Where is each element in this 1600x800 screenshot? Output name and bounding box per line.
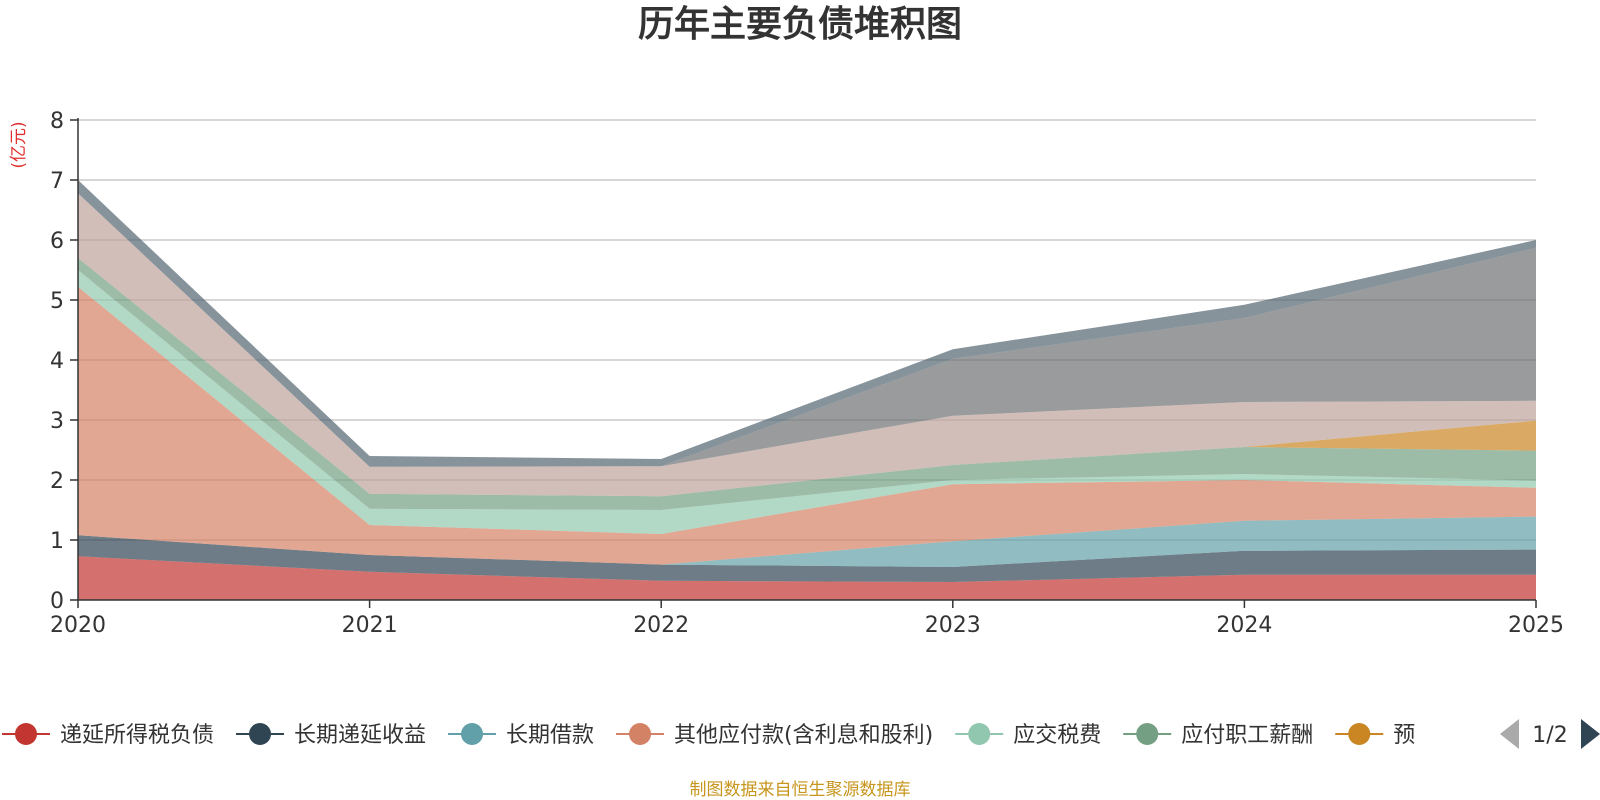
legend-item[interactable]: 应交税费 <box>955 723 1101 748</box>
y-tick-label: 3 <box>50 409 64 434</box>
x-tick-label: 2022 <box>633 613 689 638</box>
legend-label: 应交税费 <box>1013 723 1101 748</box>
x-tick-label: 2024 <box>1216 613 1272 638</box>
legend-page-indicator: 1/2 <box>1532 723 1567 748</box>
legend-next-page-icon[interactable] <box>1581 719 1600 749</box>
legend-items: 递延所得税负债 长期递延收益 长期借款 其他应付款(含利息和股利) 应交税费 应付职工薪酬… <box>2 723 1415 748</box>
legend-marker-dot <box>15 723 37 745</box>
legend-marker-dot <box>629 723 652 745</box>
legend-item[interactable]: 长期借款 <box>448 723 594 748</box>
y-tick-label: 6 <box>50 229 64 254</box>
legend-marker-dot <box>1348 723 1371 745</box>
legend-label: 长期借款 <box>506 723 594 748</box>
legend-pager: 1/2 <box>1500 719 1600 749</box>
series-area-3 <box>78 286 1536 565</box>
legend-item[interactable]: 应付职工薪酬 <box>1123 723 1313 748</box>
legend-label: 递延所得税负债 <box>60 723 214 748</box>
legend: 递延所得税负债 长期递延收益 长期借款 其他应付款(含利息和股利) 应交税费 应付职工薪酬… <box>2 723 1415 748</box>
legend-marker-dot <box>461 723 484 745</box>
legend-item[interactable]: 长期递延收益 <box>236 723 426 748</box>
x-tick-label: 2020 <box>50 613 106 638</box>
series-area-9 <box>78 180 1536 467</box>
y-tick-label: 0 <box>50 589 64 614</box>
x-tick-label: 2025 <box>1508 613 1564 638</box>
x-tick-label: 2021 <box>342 613 398 638</box>
series-area-8 <box>78 193 1536 467</box>
chart-title: 历年主要负债堆积图 <box>638 4 962 45</box>
y-tick-label: 1 <box>50 529 64 554</box>
legend-marker-dot <box>249 723 272 745</box>
series-area-7 <box>78 193 1536 497</box>
legend-item[interactable]: 预 <box>1335 723 1415 748</box>
legend-marker-dot <box>1136 723 1159 745</box>
series-areas <box>78 180 1536 600</box>
y-axis-unit-label: (亿元) <box>9 121 29 168</box>
series-area-0 <box>78 556 1536 600</box>
legend-item[interactable]: 其他应付款(含利息和股利) <box>616 723 933 748</box>
legend-label: 预 <box>1393 723 1415 748</box>
legend-label: 应付职工薪酬 <box>1181 723 1313 748</box>
series-area-1 <box>78 535 1536 582</box>
y-tick-label: 2 <box>50 469 64 494</box>
legend-item[interactable]: 递延所得税负债 <box>2 723 214 748</box>
x-tick-label: 2023 <box>925 613 981 638</box>
y-tick-label: 5 <box>50 289 64 314</box>
data-source-note: 制图数据来自恒生聚源数据库 <box>690 780 911 800</box>
legend-marker-dot <box>968 723 991 745</box>
series-area-2 <box>78 516 1536 567</box>
y-tick-label: 7 <box>50 169 64 194</box>
legend-prev-page-icon[interactable] <box>1500 719 1519 749</box>
y-tick-label: 4 <box>50 349 64 374</box>
legend-label: 其他应付款(含利息和股利) <box>674 723 933 748</box>
y-tick-label: 8 <box>50 109 64 134</box>
axes: 0 1 2 3 4 5 6 7 8 2020 2021 2022 2023 2024 2025 <box>50 109 1564 638</box>
legend-label: 长期递延收益 <box>294 723 426 748</box>
